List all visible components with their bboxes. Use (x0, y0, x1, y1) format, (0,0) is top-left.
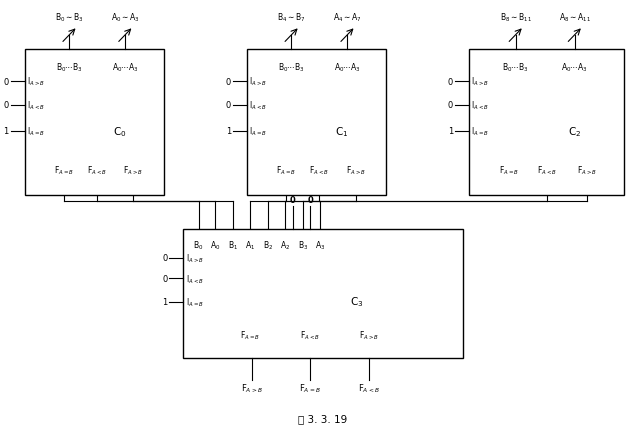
Bar (183, 230, 462, 358)
Text: F$_{A=B}$: F$_{A=B}$ (499, 164, 520, 177)
Text: F$_{A>B}$: F$_{A>B}$ (359, 329, 379, 342)
Text: 0: 0 (3, 77, 9, 86)
Text: F$_{A=B}$: F$_{A=B}$ (276, 164, 296, 177)
Text: A$_2$: A$_2$ (280, 239, 290, 252)
Text: 0: 0 (162, 253, 167, 263)
Text: A$_0$$\cdots$A$_3$: A$_0$$\cdots$A$_3$ (561, 61, 588, 74)
Text: F$_{A=B}$: F$_{A=B}$ (53, 164, 74, 177)
Text: 1: 1 (162, 297, 167, 306)
Text: 1: 1 (226, 127, 231, 136)
Text: 0: 0 (448, 101, 453, 110)
Text: B$_0$$\cdots$B$_3$: B$_0$$\cdots$B$_3$ (502, 61, 529, 74)
Text: B$_8$$\sim$B$_{11}$: B$_8$$\sim$B$_{11}$ (500, 12, 532, 24)
Text: I$_{A<B}$: I$_{A<B}$ (27, 99, 45, 112)
Bar (24, 50, 164, 196)
Text: I$_{A<B}$: I$_{A<B}$ (249, 99, 267, 112)
Text: C$_1$: C$_1$ (335, 125, 349, 138)
Text: A$_0$$\cdots$A$_3$: A$_0$$\cdots$A$_3$ (334, 61, 361, 74)
Text: I$_{A>B}$: I$_{A>B}$ (27, 76, 45, 88)
Text: F$_{A<B}$: F$_{A<B}$ (300, 329, 320, 342)
Text: C$_3$: C$_3$ (350, 295, 363, 309)
Bar (469, 50, 624, 196)
Text: F$_{A>B}$: F$_{A>B}$ (240, 382, 262, 395)
Text: A$_8$$\sim$A$_{11}$: A$_8$$\sim$A$_{11}$ (559, 12, 590, 24)
Text: F$_{A<B}$: F$_{A<B}$ (358, 382, 380, 395)
Text: 0: 0 (307, 195, 313, 204)
Text: 0: 0 (3, 101, 9, 110)
Text: A$_0$$\sim$A$_3$: A$_0$$\sim$A$_3$ (111, 12, 140, 24)
Text: I$_{A<B}$: I$_{A<B}$ (471, 99, 489, 112)
Text: B$_0$$\cdots$B$_3$: B$_0$$\cdots$B$_3$ (56, 61, 83, 74)
Text: B$_0$$\sim$B$_3$: B$_0$$\sim$B$_3$ (55, 12, 84, 24)
Text: F$_{A<B}$: F$_{A<B}$ (87, 164, 107, 177)
Text: I$_{A>B}$: I$_{A>B}$ (186, 252, 204, 264)
Text: B$_1$: B$_1$ (228, 239, 238, 252)
Text: 1: 1 (3, 127, 9, 136)
Text: B$_2$: B$_2$ (263, 239, 273, 252)
Text: F$_{A>B}$: F$_{A>B}$ (577, 164, 597, 177)
Text: I$_{A=B}$: I$_{A=B}$ (27, 125, 45, 138)
Text: I$_{A>B}$: I$_{A>B}$ (249, 76, 267, 88)
Text: A$_0$: A$_0$ (210, 239, 221, 252)
Text: F$_{A>B}$: F$_{A>B}$ (345, 164, 366, 177)
Text: B$_3$: B$_3$ (298, 239, 308, 252)
Text: F$_{A=B}$: F$_{A=B}$ (240, 329, 260, 342)
Text: F$_{A<B}$: F$_{A<B}$ (309, 164, 329, 177)
Text: A$_4$$\sim$A$_7$: A$_4$$\sim$A$_7$ (333, 12, 361, 24)
Text: I$_{A=B}$: I$_{A=B}$ (249, 125, 267, 138)
Bar (247, 50, 386, 196)
Text: 0: 0 (162, 274, 167, 283)
Text: F$_{A<B}$: F$_{A<B}$ (537, 164, 557, 177)
Text: I$_{A=B}$: I$_{A=B}$ (186, 296, 204, 308)
Text: A$_1$: A$_1$ (245, 239, 255, 252)
Text: A$_3$: A$_3$ (315, 239, 325, 252)
Text: 0: 0 (290, 195, 296, 204)
Text: 0: 0 (448, 77, 453, 86)
Text: I$_{A<B}$: I$_{A<B}$ (186, 273, 204, 285)
Text: F$_{A=B}$: F$_{A=B}$ (300, 382, 322, 395)
Text: B$_0$$\cdots$B$_3$: B$_0$$\cdots$B$_3$ (278, 61, 305, 74)
Text: I$_{A=B}$: I$_{A=B}$ (471, 125, 489, 138)
Text: A$_0$$\cdots$A$_3$: A$_0$$\cdots$A$_3$ (112, 61, 138, 74)
Text: 图 3. 3. 19: 图 3. 3. 19 (298, 414, 347, 424)
Text: 1: 1 (448, 127, 453, 136)
Text: I$_{A>B}$: I$_{A>B}$ (471, 76, 489, 88)
Text: F$_{A>B}$: F$_{A>B}$ (123, 164, 143, 177)
Text: 0: 0 (226, 101, 231, 110)
Text: C$_0$: C$_0$ (113, 125, 126, 138)
Text: C$_2$: C$_2$ (568, 125, 581, 138)
Text: B$_0$: B$_0$ (194, 239, 204, 252)
Text: B$_4$$\sim$B$_7$: B$_4$$\sim$B$_7$ (277, 12, 305, 24)
Text: 0: 0 (226, 77, 231, 86)
